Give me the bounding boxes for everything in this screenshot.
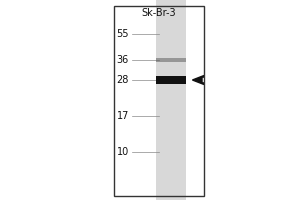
FancyArrow shape [192, 76, 204, 84]
Text: 55: 55 [116, 29, 129, 39]
Bar [156, 0, 186, 200]
Text: 17: 17 [117, 111, 129, 121]
Text: 28: 28 [117, 75, 129, 85]
Bar [156, 58, 186, 62]
Text: 10: 10 [117, 147, 129, 157]
Text: Sk-Br-3: Sk-Br-3 [142, 8, 176, 18]
Bar [156, 76, 186, 84]
Text: 36: 36 [117, 55, 129, 65]
Bar [114, 6, 204, 196]
